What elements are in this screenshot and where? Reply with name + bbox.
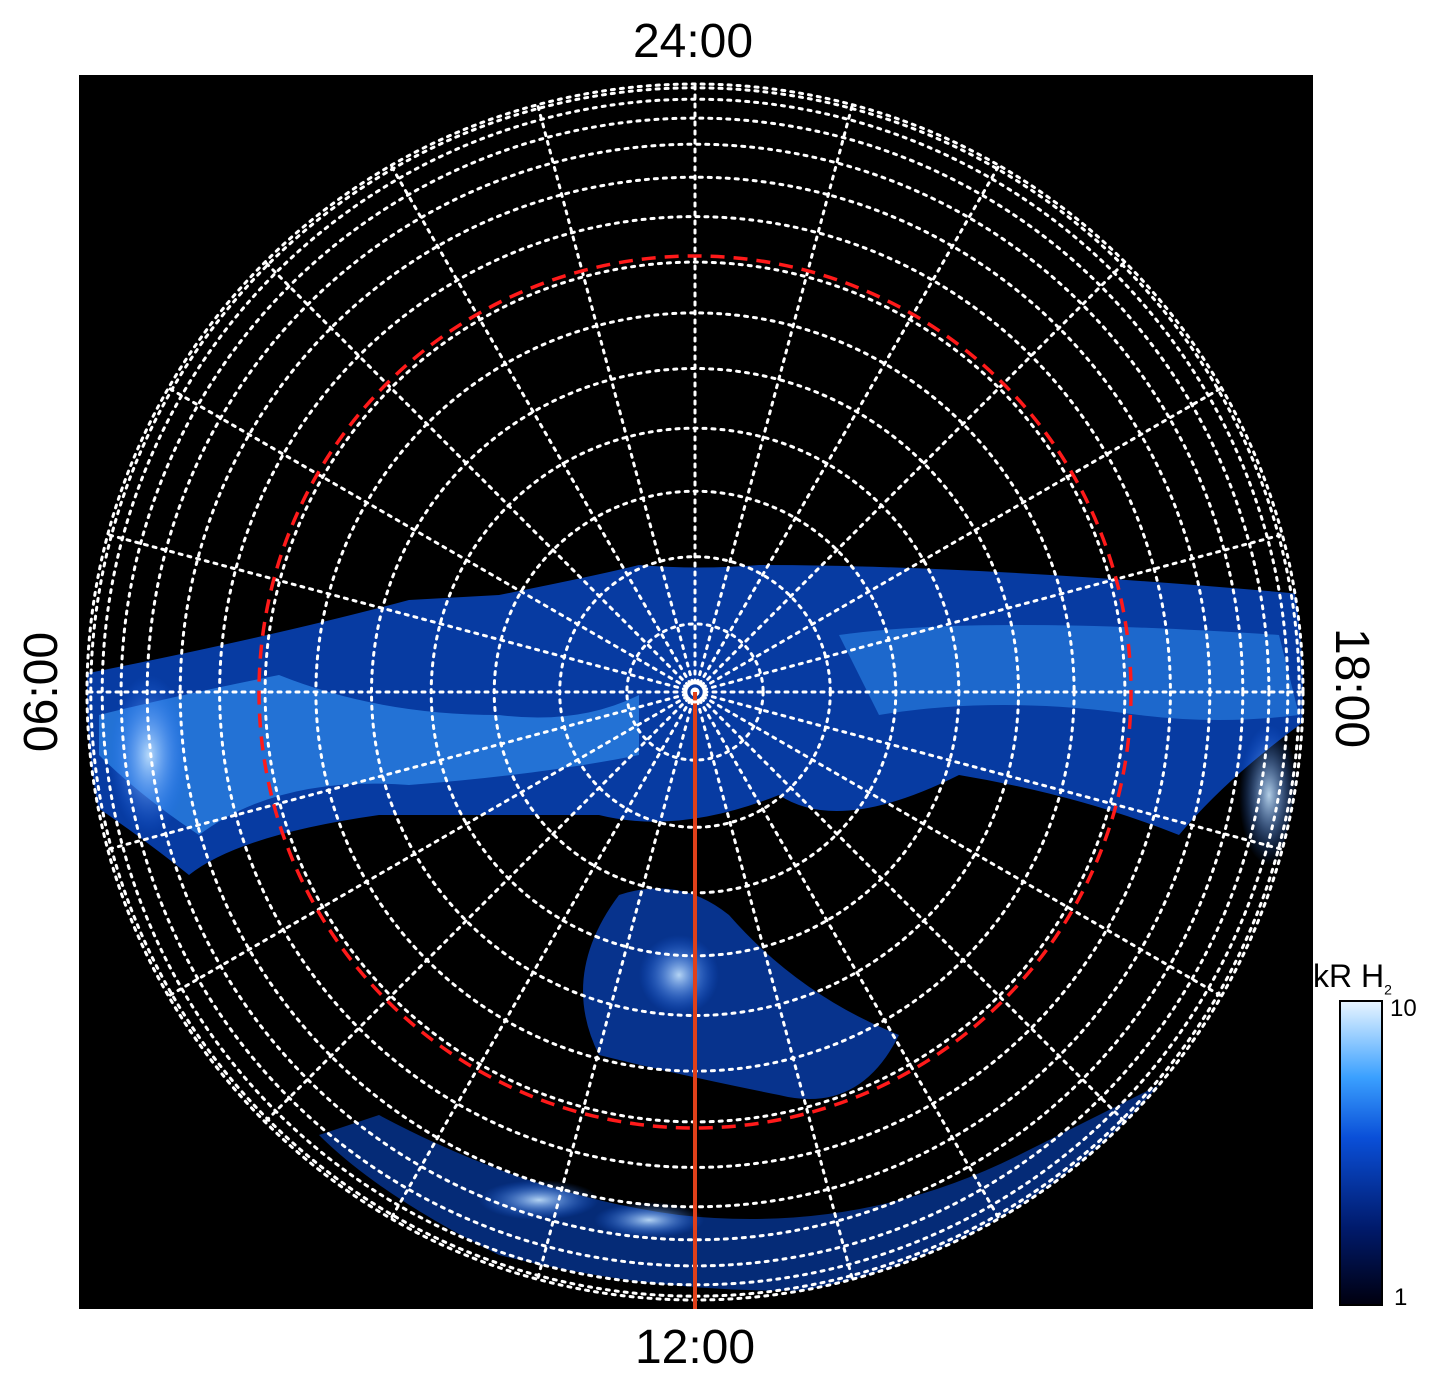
local-time-meridian	[693, 690, 1001, 1220]
label-06-00: 06:00	[15, 631, 68, 753]
local-time-meridian	[693, 690, 1223, 998]
local-time-meridian	[693, 386, 1223, 694]
local-time-meridian	[693, 103, 854, 694]
local-time-meridian	[167, 690, 697, 998]
local-time-meridian	[263, 690, 697, 1124]
local-time-meridian	[389, 164, 697, 694]
local-time-meridian	[693, 533, 1284, 694]
local-time-meridian	[693, 164, 1001, 694]
local-time-meridian	[536, 103, 697, 694]
local-time-meridian	[693, 690, 854, 1281]
local-time-meridian	[693, 260, 1127, 694]
label-18-00: 18:00	[1325, 627, 1378, 749]
local-time-meridian	[389, 690, 697, 1220]
colorbar-min-label: 1	[1394, 1284, 1408, 1311]
local-time-meridian	[693, 690, 1284, 851]
local-time-meridian	[536, 690, 697, 1281]
local-time-meridian	[106, 533, 697, 694]
colorbar-max-label: 10	[1390, 995, 1417, 1022]
polar-auroral-map	[79, 75, 1313, 1309]
pole-marker	[683, 680, 707, 704]
local-time-meridian	[263, 260, 697, 694]
colorbar	[1339, 1000, 1383, 1306]
label-24-00: 24:00	[632, 15, 754, 68]
local-time-meridian	[106, 690, 697, 851]
reference-circle	[257, 254, 1133, 1130]
local-time-meridian	[693, 690, 1127, 1124]
label-12-00: 12:00	[634, 1321, 756, 1374]
colorbar-title: kR H2	[1313, 958, 1392, 998]
local-time-meridian	[167, 386, 697, 694]
